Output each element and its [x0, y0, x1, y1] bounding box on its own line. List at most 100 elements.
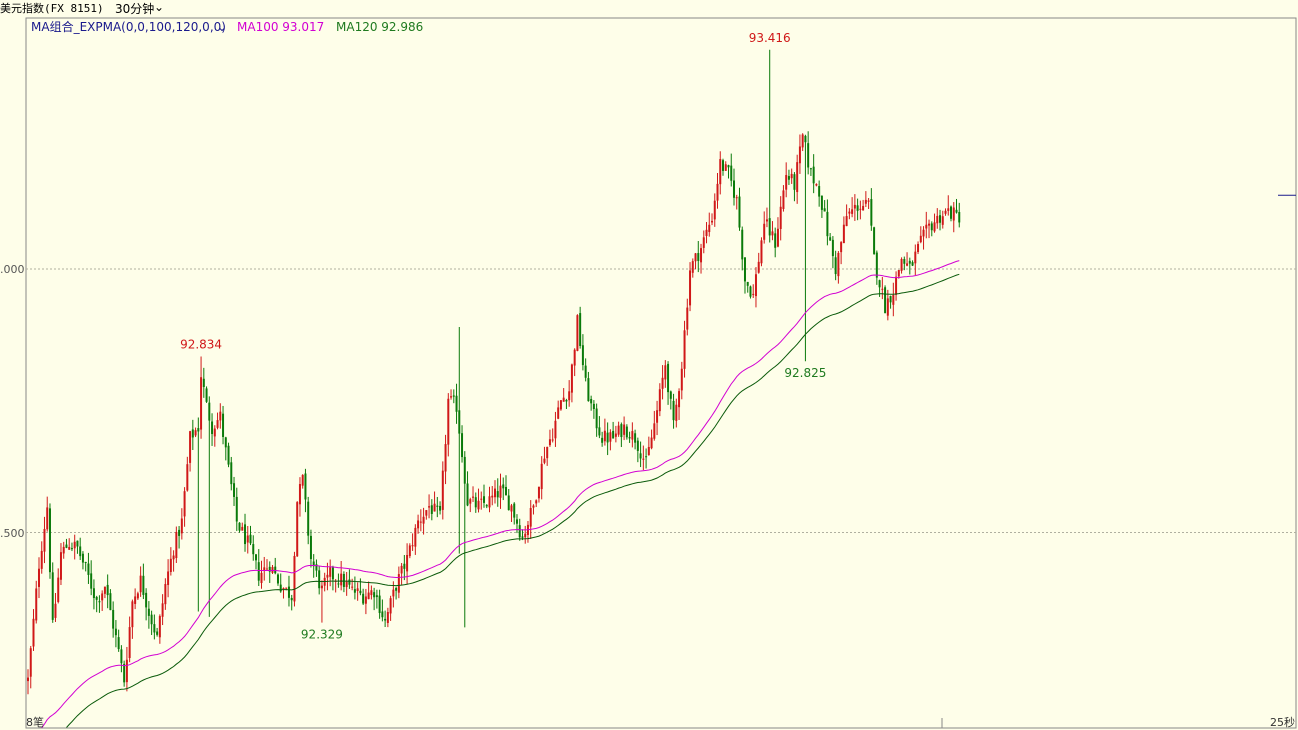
candle-body	[87, 563, 90, 575]
candle-body	[359, 590, 362, 594]
candle-body	[441, 470, 444, 510]
candle-body	[730, 165, 733, 181]
candle-body	[809, 168, 812, 170]
candle-body	[304, 473, 307, 500]
candle-body	[101, 593, 104, 601]
candle-body	[908, 260, 911, 264]
candle-body	[741, 229, 744, 260]
candle-body	[820, 195, 823, 210]
candle-body	[765, 219, 768, 222]
candle-body	[276, 574, 279, 584]
candle-body	[211, 421, 214, 435]
candle-body	[878, 280, 881, 288]
chevron-down-icon[interactable]: ⌄	[154, 0, 165, 14]
candle-body	[870, 199, 873, 226]
candle-body	[702, 237, 705, 248]
candle-body	[285, 587, 288, 589]
candle-body	[356, 588, 359, 592]
candle-body	[419, 521, 422, 523]
candle-body	[735, 197, 738, 199]
candle-body	[433, 503, 436, 512]
candle-body	[834, 257, 837, 275]
candle-body	[62, 546, 65, 554]
candle-body	[227, 445, 230, 465]
candle-body	[743, 257, 746, 282]
candle-body	[812, 166, 815, 184]
instrument-title[interactable]: 美元指数(FX 8151)	[0, 2, 104, 15]
candle-body	[213, 428, 216, 437]
candle-body	[873, 227, 876, 255]
candle-body	[153, 624, 156, 633]
candle-body	[406, 555, 409, 572]
candle-body	[504, 486, 507, 496]
candle-body	[491, 495, 494, 498]
candle-body	[650, 437, 653, 449]
candle-body	[65, 544, 68, 548]
candle-body	[145, 592, 148, 608]
candle-body	[881, 288, 884, 290]
chevron-down-icon[interactable]: ⌄	[217, 20, 228, 34]
candle-body	[35, 588, 38, 621]
candle-body	[238, 522, 241, 531]
candle-body	[950, 206, 953, 219]
candle-body	[378, 595, 381, 614]
candle-body	[859, 208, 862, 210]
candle-body	[628, 437, 631, 439]
candle-body	[98, 601, 101, 603]
candle-body	[958, 212, 961, 223]
indicator-group-label[interactable]: MA组合_EXPMA(0,0,100,120,0,0)	[31, 20, 226, 34]
candle-body	[169, 558, 172, 572]
candle-body	[488, 496, 491, 508]
candle-body	[373, 592, 376, 598]
candle-body	[84, 561, 87, 563]
candle-body	[32, 618, 35, 647]
candle-body	[252, 544, 255, 555]
candle-body	[623, 424, 626, 435]
candle-body	[103, 586, 106, 594]
candle-body	[90, 573, 93, 589]
candle-body	[570, 364, 573, 393]
candle-body	[230, 462, 233, 485]
candle-body	[128, 627, 131, 659]
candle-body	[540, 463, 543, 490]
candle-body	[186, 464, 189, 491]
candle-body	[568, 391, 571, 401]
candle-body	[790, 173, 793, 179]
candle-body	[892, 295, 895, 305]
y-tick-label: .000	[0, 263, 25, 276]
candle-body	[255, 554, 258, 561]
candle-body	[787, 176, 790, 180]
candle-body	[919, 235, 922, 243]
candle-body	[573, 349, 576, 366]
candle-body	[37, 568, 40, 587]
candle-body	[485, 505, 488, 507]
bottom-left-label: 8笔	[26, 716, 44, 729]
candle-body	[395, 587, 398, 591]
candle-body	[241, 526, 244, 531]
candle-body	[81, 553, 84, 563]
candle-body	[906, 263, 909, 266]
candle-body	[337, 583, 340, 585]
candle-body	[768, 218, 771, 236]
extreme-value-label: 92.825	[784, 366, 826, 380]
candle-body	[667, 363, 670, 393]
candle-body	[752, 293, 755, 295]
candle-body	[51, 572, 54, 620]
candle-body	[301, 474, 304, 486]
period-selector[interactable]: 30分钟	[115, 2, 155, 16]
candle-body	[842, 224, 845, 244]
candle-body	[711, 220, 714, 223]
candle-body	[639, 453, 642, 459]
candle-body	[510, 505, 513, 512]
candle-body	[293, 555, 296, 602]
candle-body	[76, 540, 79, 547]
candle-body	[831, 239, 834, 257]
candle-body	[587, 378, 590, 402]
candle-body	[158, 616, 161, 638]
candle-body	[897, 270, 900, 277]
candle-body	[326, 574, 329, 578]
candle-body	[483, 496, 486, 503]
candle-body	[925, 224, 928, 229]
